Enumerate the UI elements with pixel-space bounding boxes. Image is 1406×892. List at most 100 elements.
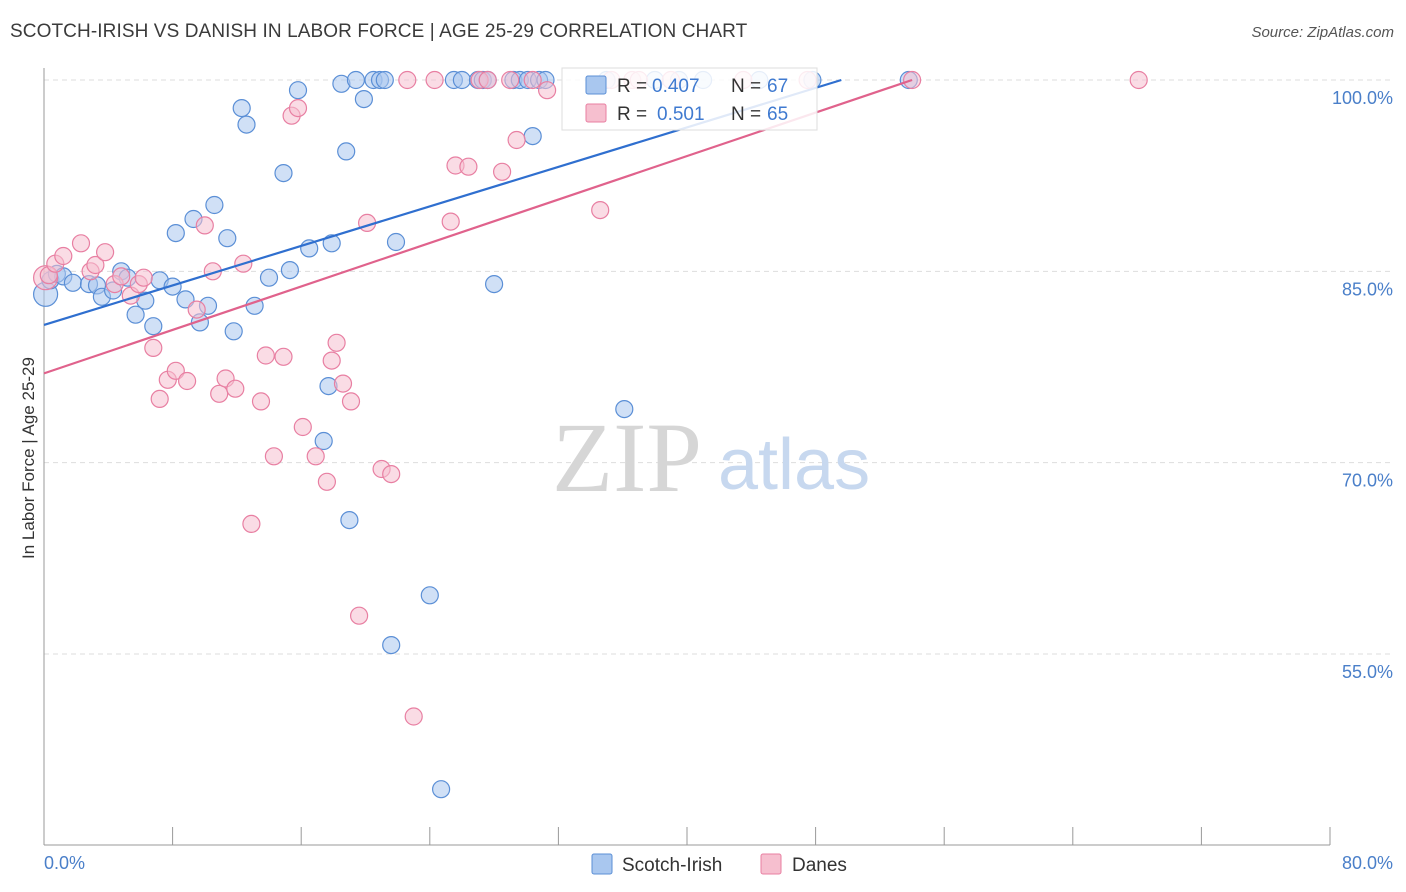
point-danes	[478, 70, 497, 90]
point-danes	[95, 243, 115, 262]
point-scotch-irish	[63, 273, 83, 292]
x-tick-label-max: 80.0%	[1342, 853, 1393, 873]
point-danes	[459, 157, 478, 176]
y-tick-label-0: 100.0%	[1332, 88, 1393, 108]
point-scotch-irish	[126, 305, 145, 324]
point-danes	[71, 234, 91, 253]
point-danes	[242, 514, 261, 534]
point-scotch-irish	[176, 290, 195, 309]
point-danes	[398, 70, 417, 90]
point-danes	[306, 447, 325, 466]
point-scotch-irish	[523, 127, 542, 146]
point-danes	[404, 707, 423, 726]
point-scotch-irish	[322, 234, 341, 253]
point-scotch-irish	[205, 195, 224, 215]
y-tick-labels: 100.0% 85.0% 70.0% 55.0%	[1332, 88, 1393, 682]
bottom-legend-label-scotch-irish: Scotch-Irish	[622, 855, 722, 876]
point-danes	[112, 267, 131, 286]
legend-n-value-scotch-irish: 67	[767, 76, 788, 97]
point-danes	[144, 338, 163, 357]
point-danes	[350, 606, 369, 625]
watermark: ZIP atlas	[552, 402, 870, 513]
point-danes	[327, 333, 346, 352]
x-tick-label-min: 0.0%	[44, 853, 85, 873]
point-danes	[251, 392, 271, 411]
point-scotch-irish	[337, 142, 356, 161]
series-legend: Scotch-Irish Danes	[591, 853, 847, 876]
point-scotch-irish	[354, 89, 373, 109]
point-danes	[210, 384, 229, 403]
stats-legend: R = 0.407 N = 67 R = 0.501 N = 65	[561, 67, 818, 131]
point-danes	[293, 417, 312, 437]
point-danes	[382, 465, 401, 484]
point-scotch-irish	[420, 586, 439, 605]
y-tick-label-2: 70.0%	[1342, 471, 1393, 491]
point-scotch-irish	[224, 322, 243, 341]
point-danes	[1129, 70, 1148, 90]
data-points	[32, 70, 1148, 799]
bottom-legend-swatch-scotch-irish	[591, 853, 613, 875]
point-danes	[166, 361, 185, 380]
legend-n-label-scotch-irish: N =	[731, 76, 761, 97]
source-credit: Source: ZipAtlas.com	[1251, 24, 1394, 41]
point-danes	[134, 268, 153, 287]
point-scotch-irish	[163, 277, 182, 296]
point-danes	[264, 447, 283, 466]
legend-r-label-scotch-irish: R =	[617, 76, 647, 97]
legend-swatch-scotch-irish	[585, 75, 607, 95]
legend-r-label-danes: R =	[617, 104, 647, 125]
point-scotch-irish	[259, 268, 279, 287]
point-danes	[317, 472, 336, 491]
point-danes	[195, 216, 214, 235]
point-danes	[523, 70, 542, 90]
point-scotch-irish	[382, 635, 401, 655]
point-danes	[187, 300, 206, 319]
point-scotch-irish	[346, 70, 365, 90]
point-danes	[274, 347, 293, 366]
point-scotch-irish	[274, 164, 293, 183]
point-danes	[322, 351, 341, 370]
point-scotch-irish	[218, 229, 237, 248]
y-axis-label: In Labor Force | Age 25-29	[19, 357, 38, 559]
legend-r-value-danes: 0.501	[657, 104, 705, 125]
point-danes	[441, 212, 460, 231]
point-danes	[501, 70, 520, 90]
point-danes	[341, 392, 361, 411]
point-danes	[902, 70, 922, 90]
point-danes	[150, 389, 169, 408]
point-scotch-irish	[144, 317, 163, 336]
legend-n-label-danes: N =	[731, 104, 761, 125]
point-danes	[425, 70, 444, 90]
point-danes	[86, 255, 105, 275]
point-danes	[591, 201, 610, 220]
point-scotch-irish	[452, 70, 471, 90]
series-danes	[32, 70, 1148, 726]
bottom-legend-label-danes: Danes	[792, 855, 847, 876]
point-scotch-irish	[288, 81, 308, 100]
point-danes	[493, 162, 512, 181]
watermark-zip: ZIP	[552, 402, 702, 513]
point-scotch-irish	[237, 115, 256, 134]
point-scotch-irish	[280, 261, 299, 280]
point-danes	[288, 98, 308, 118]
point-scotch-irish	[166, 224, 185, 243]
axes	[43, 68, 1331, 846]
point-danes	[507, 130, 526, 150]
legend-n-value-danes: 65	[767, 104, 788, 125]
point-danes	[178, 371, 197, 391]
point-scotch-irish	[485, 275, 504, 294]
legend-r-value-scotch-irish: 0.407	[652, 76, 700, 97]
point-scotch-irish	[375, 70, 394, 90]
point-scotch-irish	[314, 431, 333, 451]
watermark-atlas: atlas	[718, 425, 870, 505]
point-danes	[537, 81, 557, 100]
point-scotch-irish	[615, 400, 634, 419]
chart-title: SCOTCH-IRISH VS DANISH IN LABOR FORCE | …	[10, 21, 748, 42]
point-danes	[256, 346, 275, 365]
point-danes	[226, 379, 245, 398]
bottom-legend-swatch-danes	[760, 853, 782, 875]
point-danes	[54, 246, 73, 266]
point-scotch-irish	[386, 232, 406, 252]
point-danes	[333, 374, 353, 393]
